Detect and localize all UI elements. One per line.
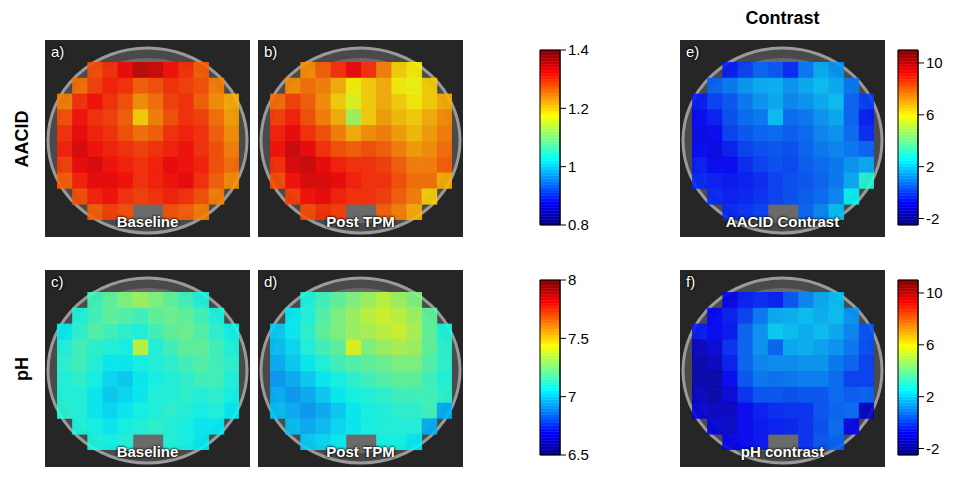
html-text:pH: pH [11,356,32,381]
svg-text:8: 8 [568,271,576,288]
svg-text:-2: -2 [926,210,939,227]
svg-text:0.8: 0.8 [568,216,589,233]
html-text:Baseline: Baseline [116,213,179,230]
svg-text:10: 10 [926,284,943,301]
html-text:b): b) [264,43,278,60]
svg-text:10: 10 [926,54,943,71]
svg-text:7.5: 7.5 [568,330,589,347]
svg-text:2: 2 [926,388,934,405]
html-text:AACID Contrast: AACID Contrast [725,213,840,230]
html-text:Post TPM: Post TPM [326,213,395,230]
svg-text:1: 1 [568,158,576,175]
html-text:e): e) [686,43,700,60]
html-text:d): d) [264,273,278,290]
svg-text:-2: -2 [926,440,939,457]
svg-text:6.5: 6.5 [568,446,589,463]
svg-text:6: 6 [926,106,934,123]
html-text:Post TPM: Post TPM [326,443,395,460]
svg-text:7: 7 [568,388,576,405]
html-text:a): a) [51,43,65,60]
html-text:Baseline: Baseline [116,443,179,460]
html-text:f): f) [686,273,696,290]
html-text:AACID: AACID [11,110,32,167]
svg-text:1.4: 1.4 [568,41,589,58]
html-text:pH contrast: pH contrast [740,443,825,460]
html-text:Contrast: Contrast [745,8,820,28]
svg-text:1.2: 1.2 [568,100,589,117]
html-text:c): c) [51,273,64,290]
svg-text:6: 6 [926,336,934,353]
svg-text:2: 2 [926,158,934,175]
